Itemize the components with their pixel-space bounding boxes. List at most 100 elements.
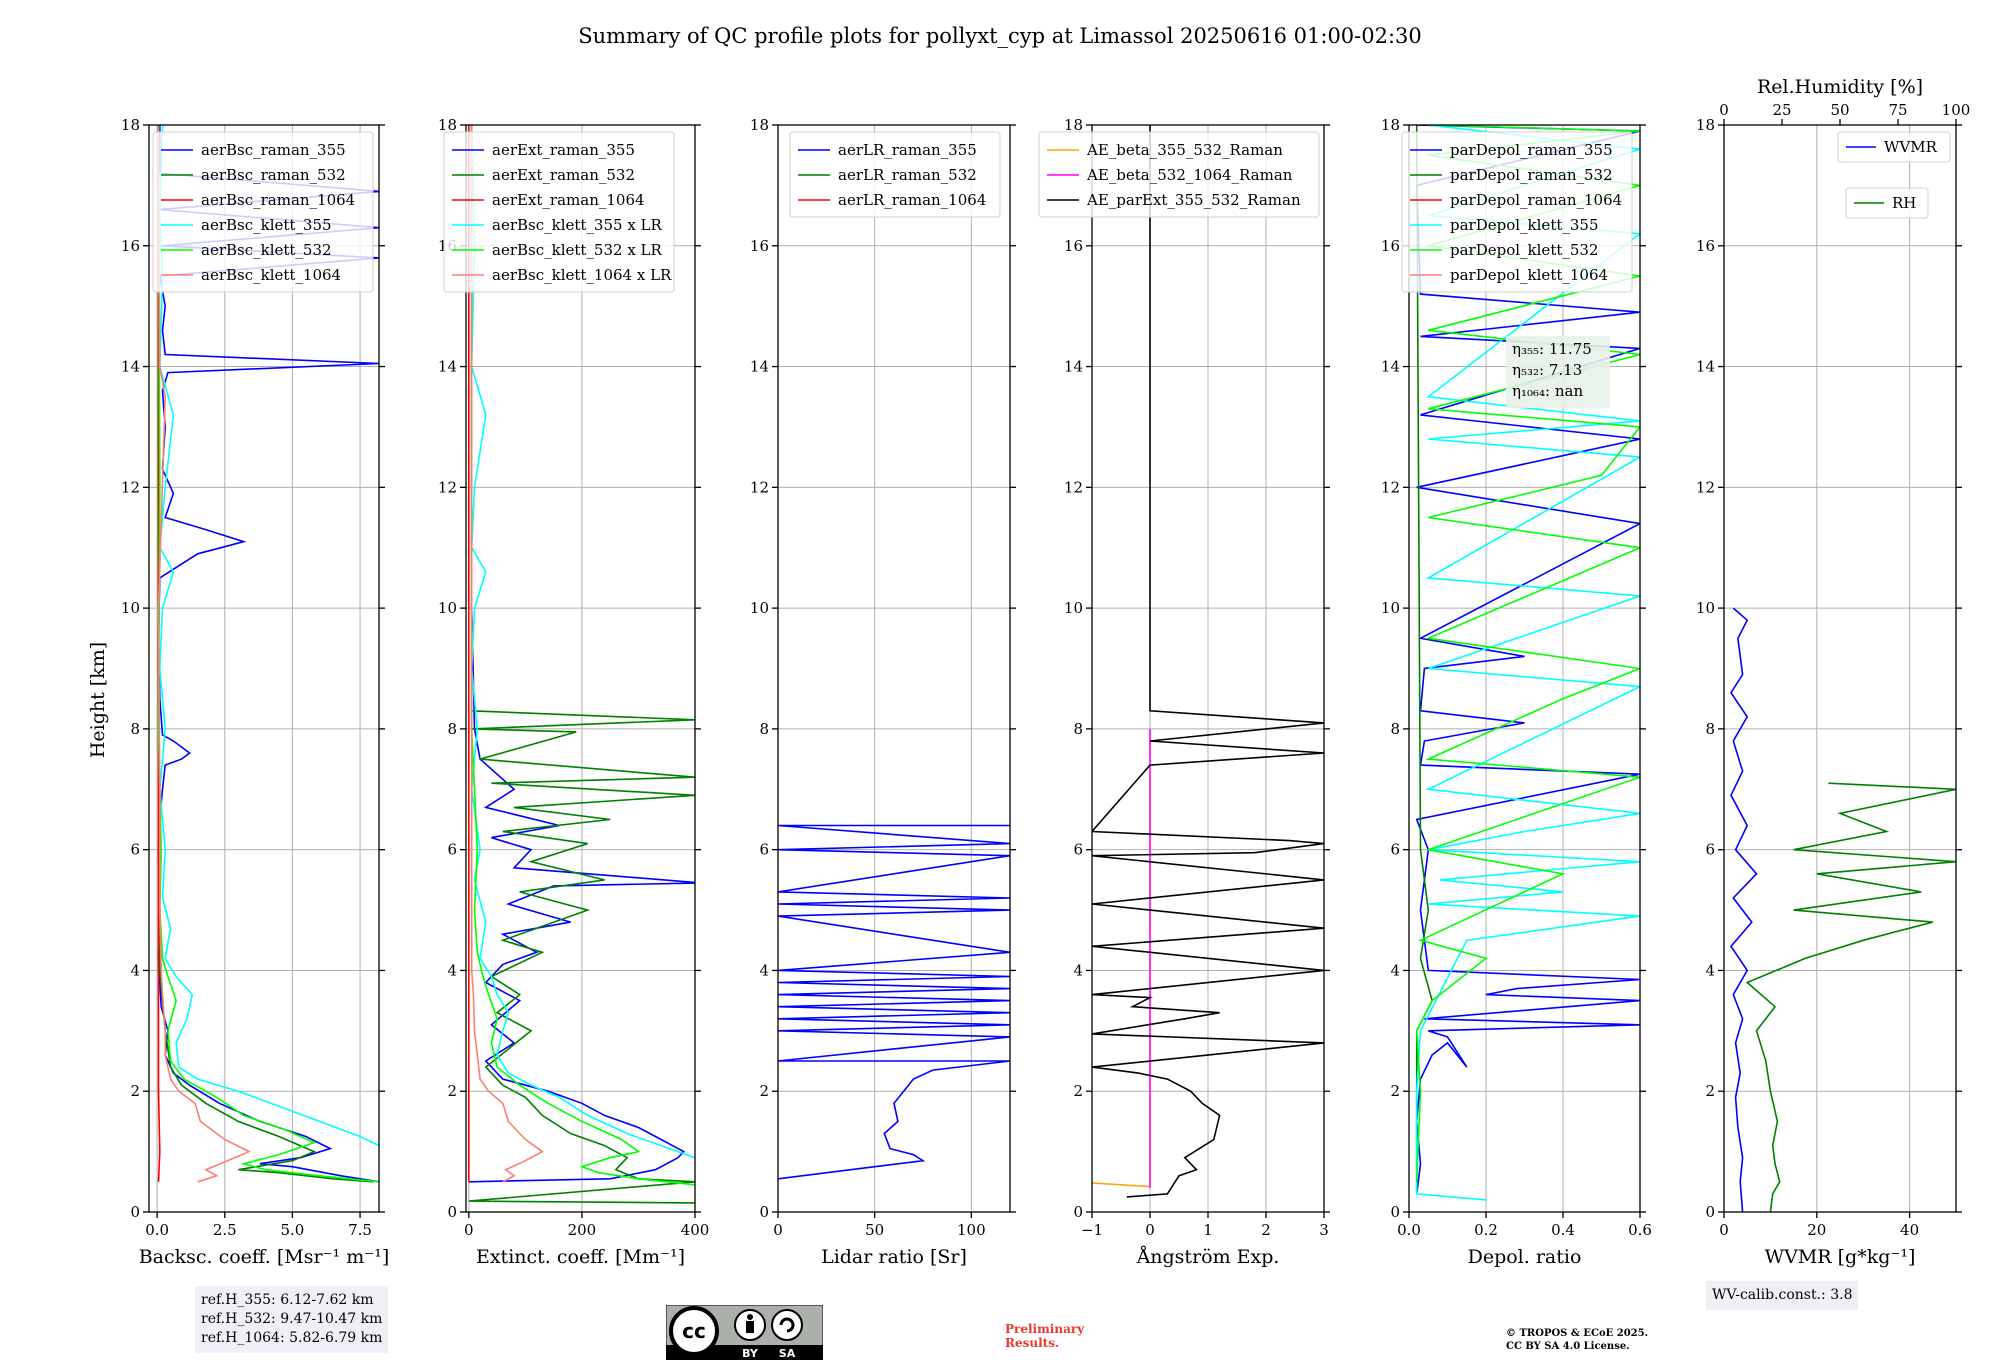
y-tick-label: 6 — [1073, 841, 1083, 859]
y-tick-label: 18 — [750, 116, 769, 134]
legend-label: aerBsc_raman_532 — [201, 166, 346, 184]
series-line-parDepol_klett_355 — [1415, 125, 1640, 1201]
legend-label: aerBsc_raman_1064 — [201, 191, 355, 209]
y-tick-label: 10 — [121, 599, 140, 617]
copyright-line-2: CC BY SA 4.0 License. — [1506, 1341, 1630, 1352]
legend-label: RH — [1892, 194, 1916, 212]
legend-label: aerLR_raman_355 — [838, 141, 977, 159]
y-tick-label: 6 — [130, 841, 140, 859]
y-tick-label: 6 — [759, 841, 769, 859]
y-tick-label: 8 — [447, 720, 457, 738]
y-tick-label: 16 — [1381, 237, 1400, 255]
legend-WVMR: WVMR — [1837, 131, 1951, 163]
y-tick-label: 4 — [1705, 961, 1715, 979]
legend-label: AE_beta_355_532_Raman — [1086, 141, 1283, 159]
legend-ae: AE_beta_355_532_Raman AE_beta_532_1064_Ra… — [1038, 131, 1320, 218]
series-group — [778, 824, 1010, 1180]
top-x-tick-label: 75 — [1888, 101, 1907, 119]
y-tick-label: 0 — [1073, 1203, 1083, 1221]
x-tick-label: 0.0 — [1397, 1221, 1421, 1239]
x-tick-label: 20 — [1807, 1221, 1826, 1239]
y-tick-label: 0 — [1705, 1203, 1715, 1221]
series-line-aerBsc_raman_355 — [157, 125, 379, 1183]
series-line-aerExt_raman_355 — [468, 125, 695, 1183]
x-tick-label: 50 — [865, 1221, 884, 1239]
top-x-tick-label: 100 — [1942, 101, 1971, 119]
y-tick-label: 4 — [1390, 961, 1400, 979]
legend-label: parDepol_raman_1064 — [1450, 191, 1622, 209]
x-axis-label: Extinct. coeff. [Mm⁻¹] — [476, 1246, 685, 1268]
y-tick-label: 0 — [447, 1203, 457, 1221]
x-axis-label: Ångström Exp. — [1136, 1246, 1280, 1268]
y-tick-label: 12 — [438, 478, 457, 496]
y-tick-label: 8 — [1073, 720, 1083, 738]
legend-label: parDepol_klett_1064 — [1450, 266, 1608, 284]
y-tick-label: 6 — [1705, 841, 1715, 859]
y-tick-label: 8 — [1705, 720, 1715, 738]
svg-text:cc: cc — [682, 1319, 706, 1343]
x-tick-label: 7.5 — [348, 1221, 372, 1239]
y-tick-label: 12 — [121, 478, 140, 496]
legend-label: aerExt_raman_1064 — [492, 191, 645, 209]
y-tick-label: 4 — [759, 961, 769, 979]
x-tick-label: 40 — [1900, 1221, 1919, 1239]
y-tick-label: 14 — [750, 358, 769, 376]
y-tick-label: 6 — [447, 841, 457, 859]
legend-box — [1845, 187, 1929, 219]
y-tick-label: 16 — [1696, 237, 1715, 255]
y-tick-label: 2 — [1073, 1082, 1083, 1100]
y-tick-label: 2 — [130, 1082, 140, 1100]
axes-frame — [1723, 124, 1957, 1213]
y-tick-label: 0 — [1390, 1203, 1400, 1221]
y-tick-label: 6 — [1390, 841, 1400, 859]
x-axis-label: Depol. ratio — [1468, 1246, 1582, 1268]
panel-wv: 0 25 50 75 100 Rel.Humidity [%] 0 2 4 6 8 10 12 14 16 1… — [1696, 76, 1970, 1268]
legend-label: parDepol_raman_532 — [1450, 166, 1613, 184]
y-tick-label: 10 — [1381, 599, 1400, 617]
annotation-box — [1506, 336, 1610, 408]
series-line-AE_parExt_355_532_Raman — [1092, 125, 1324, 1198]
y-tick-label: 18 — [121, 116, 140, 134]
legend-label: aerBsc_klett_355 — [201, 216, 332, 234]
y-tick-label: 14 — [1064, 358, 1083, 376]
eta-value: η₃₅₅: 11.75 — [1512, 340, 1592, 358]
refh-1064: ref.H_1064: 5.82-6.79 km — [201, 1330, 383, 1346]
legend-label: WVMR — [1884, 138, 1938, 156]
legend-box — [152, 131, 374, 293]
panel-lr: 0 2 4 6 8 10 12 14 16 18 0 50 100 Lidar ratio [Sr] aer… — [750, 116, 1016, 1268]
y-tick-label: 4 — [130, 961, 140, 979]
y-tick-label: 8 — [759, 720, 769, 738]
series-group — [157, 125, 379, 1183]
series-line-WVMR — [1729, 607, 1758, 1212]
y-tick-label: 18 — [1064, 116, 1083, 134]
legend-label: aerLR_raman_1064 — [838, 191, 986, 209]
series-line-aerExt_raman_532 — [468, 125, 695, 1204]
panel-ext: 0246810121416180200400Extinct. coeff. [M… — [438, 116, 709, 1268]
series-group — [1092, 125, 1324, 1198]
axes-frame — [465, 124, 696, 1213]
preliminary-line-1: Preliminary — [1005, 1322, 1085, 1336]
legend-label: AE_parExt_355_532_Raman — [1086, 191, 1301, 209]
x-tick-label: 0 — [464, 1221, 474, 1239]
wv-calib-box: WV-calib.const.: 3.8 — [1706, 1281, 1859, 1310]
legend-label: aerBsc_raman_355 — [201, 141, 346, 159]
x-tick-label: 2 — [1261, 1221, 1271, 1239]
series-line-aerBsc_klett_355 x LR — [470, 125, 695, 1159]
series-line-aerBsc_klett_532 — [157, 125, 379, 1183]
eta-value: η₁₀₆₄: nan — [1512, 382, 1583, 400]
series-line-AE_beta_355_532_Raman — [1092, 1182, 1151, 1188]
eta-annotation: η₃₅₅: 11.75 η₅₃₂: 7.13 η₁₀₆₄: nan — [1506, 336, 1610, 408]
series-group — [1729, 607, 1956, 1212]
x-axis-label: Backsc. coeff. [Msr⁻¹ m⁻¹] — [139, 1246, 390, 1268]
legend-box — [789, 131, 1001, 218]
y-tick-label: 18 — [1696, 116, 1715, 134]
figure-title: Summary of QC profile plots for pollyxt_… — [578, 24, 1422, 48]
legend-label: aerBsc_klett_1064 — [201, 266, 341, 284]
series-line-aerBsc_klett_1064 x LR — [470, 125, 544, 1183]
legend-label: aerExt_raman_355 — [492, 141, 635, 159]
x-tick-label: 2.5 — [213, 1221, 237, 1239]
legend-label: aerExt_raman_532 — [492, 166, 635, 184]
x-tick-label: 0.0 — [145, 1221, 169, 1239]
y-tick-label: 14 — [1696, 358, 1715, 376]
